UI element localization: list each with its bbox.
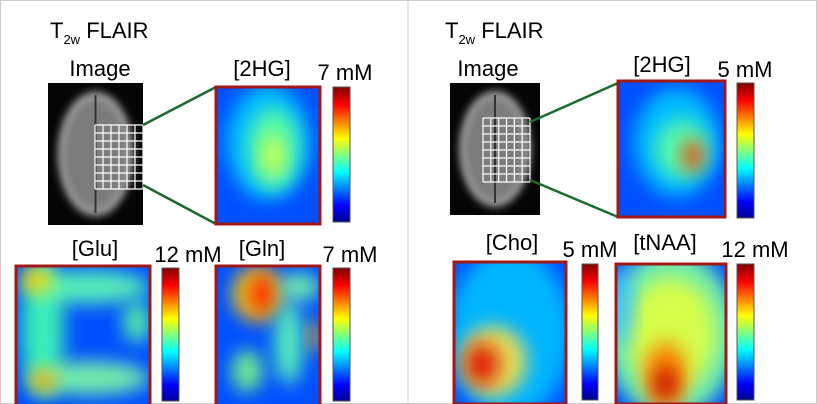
map-label: [Glu] bbox=[72, 236, 118, 261]
heatmap-blob bbox=[274, 301, 303, 385]
heatmap-blob bbox=[655, 366, 677, 400]
title-suffix: FLAIR bbox=[80, 18, 148, 43]
map-label: [2HG] bbox=[633, 52, 690, 77]
heatmap bbox=[448, 248, 571, 404]
heatmap-blob bbox=[263, 135, 284, 176]
title-prefix: T bbox=[50, 18, 63, 43]
scale-label: 12 mM bbox=[721, 237, 788, 262]
zoom-line bbox=[530, 83, 618, 122]
colorbar bbox=[737, 83, 754, 218]
colorbar bbox=[582, 264, 598, 400]
title-prefix: T bbox=[445, 18, 458, 43]
zoom-line bbox=[143, 87, 216, 125]
title-subscript: 2w bbox=[458, 32, 475, 47]
heatmap-blob bbox=[465, 343, 499, 386]
image-label: Image bbox=[69, 56, 130, 81]
heatmap-blob bbox=[29, 370, 56, 392]
scale-label: 7 mM bbox=[318, 60, 373, 85]
heatmap bbox=[605, 250, 737, 404]
map-label: [Gln] bbox=[239, 236, 285, 261]
scale-label: 7 mM bbox=[323, 242, 378, 267]
heatmap-blob bbox=[123, 301, 150, 343]
image-label: Image bbox=[457, 56, 518, 81]
colorbar bbox=[333, 268, 350, 401]
figure: T2w FLAIRImage[2HG]7 mM[Glu]12 mM[Gln]7 … bbox=[0, 0, 817, 404]
heatmap-blob bbox=[232, 350, 263, 392]
heatmap-blob bbox=[278, 273, 320, 301]
heatmap-blob bbox=[682, 139, 703, 172]
scale-label: 5 mM bbox=[563, 237, 618, 262]
heatmap bbox=[216, 84, 320, 224]
heatmap-blob bbox=[20, 266, 52, 294]
zoom-line bbox=[530, 180, 618, 217]
heatmap bbox=[618, 81, 725, 217]
colorbar bbox=[333, 87, 350, 222]
scale-label: 5 mM bbox=[718, 57, 773, 82]
colorbar bbox=[162, 268, 179, 401]
map-label: [Cho] bbox=[486, 230, 539, 255]
heatmap bbox=[216, 266, 321, 404]
scale-label: 12 mM bbox=[154, 242, 221, 267]
zoom-line bbox=[143, 185, 216, 224]
map-label: [tNAA] bbox=[633, 230, 697, 255]
heatmap-blob bbox=[611, 264, 633, 348]
colorbar bbox=[737, 264, 754, 400]
map-label: [2HG] bbox=[233, 56, 290, 81]
panel-title: T2w FLAIR bbox=[445, 18, 544, 47]
heatmap-blob bbox=[249, 274, 276, 313]
panel-title: T2w FLAIR bbox=[50, 18, 149, 47]
title-subscript: 2w bbox=[63, 32, 80, 47]
heatmap bbox=[16, 259, 150, 404]
title-suffix: FLAIR bbox=[475, 18, 543, 43]
